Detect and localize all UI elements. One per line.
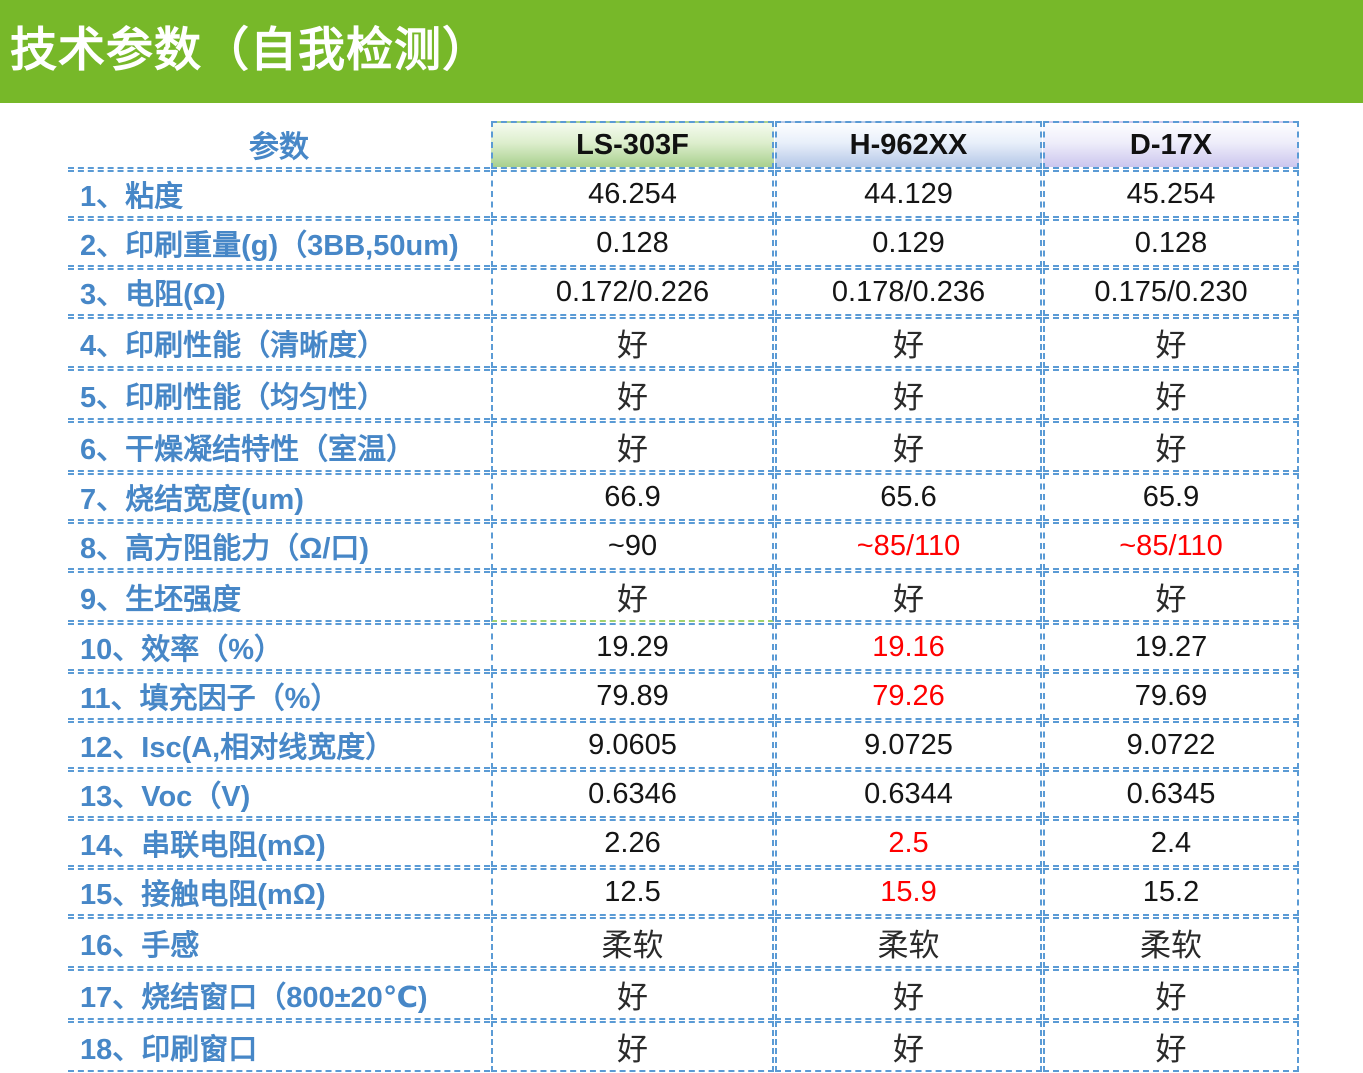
value-cell: ~90 [491,522,774,570]
table-body: 1、粘度 46.254 44.129 45.254 2、印刷重量(g)（3BB,50um… [68,170,1299,1072]
table-row: 16、手感 柔软 柔软 柔软 [68,917,1299,968]
value-cell: 2.5 [775,819,1042,867]
value-cell: 0.6345 [1043,770,1299,818]
value-cell: 65.6 [775,473,1042,521]
value-cell: 好 [1043,1021,1299,1072]
table-row: 9、生坯强度好好好 [68,571,1299,622]
value-cell: 19.16 [775,623,1042,671]
table-row: 8、高方阻能力（Ω/口) ~90 ~85/110 ~85/110 [68,522,1299,570]
table-header-row: 参数 LS-303F H-962XX D-17X [68,121,1299,169]
value-cell: 好 [491,317,774,368]
value-cell: ~85/110 [1043,522,1299,570]
table-row: 10、效率（%） 19.29 19.16 19.27 [68,623,1299,671]
value-cell: 好 [1043,969,1299,1020]
table-row: 5、印刷性能（均匀性）好好好 [68,369,1299,420]
value-cell: 46.254 [491,170,774,218]
value-cell: 0.128 [491,219,774,267]
param-label: 15、接触电阻(mΩ) [68,868,490,916]
value-cell: 柔软 [1043,917,1299,968]
value-cell: 好 [491,969,774,1020]
value-cell: 好 [775,317,1042,368]
table-row: 17、烧结窗口（800±20℃) 好好好 [68,969,1299,1020]
value-cell: 79.26 [775,672,1042,720]
table-row: 12、Isc(A,相对线宽度） 9.0605 9.0725 9.0722 [68,721,1299,769]
value-cell: 65.9 [1043,473,1299,521]
value-cell: 好 [775,969,1042,1020]
param-label: 10、效率（%） [68,623,490,671]
value-cell: 0.128 [1043,219,1299,267]
value-cell: 19.29 [491,623,774,671]
value-cell: 44.129 [775,170,1042,218]
value-cell: 0.175/0.230 [1043,268,1299,316]
table-row: 4、印刷性能（清晰度）好好好 [68,317,1299,368]
value-cell: 好 [775,571,1042,622]
param-label: 18、印刷窗口 [68,1021,490,1072]
param-label: 5、印刷性能（均匀性） [68,369,490,420]
param-column-header: 参数 [68,121,490,169]
column-header-h962xx: H-962XX [775,121,1042,169]
value-cell: 9.0725 [775,721,1042,769]
spec-table: 参数 LS-303F H-962XX D-17X 1、粘度 46.254 44.12… [67,120,1300,1073]
value-cell: 2.4 [1043,819,1299,867]
value-cell: 柔软 [775,917,1042,968]
value-cell: 好 [775,421,1042,472]
value-cell: 0.178/0.236 [775,268,1042,316]
param-label: 6、干燥凝结特性（室温） [68,421,490,472]
value-cell: 好 [491,571,774,622]
value-cell: 79.89 [491,672,774,720]
param-label: 3、电阻(Ω) [68,268,490,316]
param-label: 14、串联电阻(mΩ) [68,819,490,867]
value-cell: 好 [775,369,1042,420]
value-cell: 15.2 [1043,868,1299,916]
title-banner: 技术参数（自我检测） [0,0,1363,103]
table-row: 3、电阻(Ω) 0.172/0.226 0.178/0.236 0.175/0.230 [68,268,1299,316]
value-cell: 19.27 [1043,623,1299,671]
value-cell: 9.0722 [1043,721,1299,769]
value-cell: ~85/110 [775,522,1042,570]
param-label: 8、高方阻能力（Ω/口) [68,522,490,570]
param-label: 17、烧结窗口（800±20℃) [68,969,490,1020]
param-label: 9、生坯强度 [68,571,490,622]
param-label: 2、印刷重量(g)（3BB,50um) [68,219,490,267]
value-cell: 好 [1043,571,1299,622]
table-row: 11、填充因子（%） 79.89 79.26 79.69 [68,672,1299,720]
value-cell: 好 [491,421,774,472]
value-cell: 好 [1043,369,1299,420]
table-row: 6、干燥凝结特性（室温）好好好 [68,421,1299,472]
value-cell: 9.0605 [491,721,774,769]
value-cell: 柔软 [491,917,774,968]
value-cell: 0.6346 [491,770,774,818]
param-label: 11、填充因子（%） [68,672,490,720]
table-row: 7、烧结宽度(um) 66.9 65.6 65.9 [68,473,1299,521]
param-label: 1、粘度 [68,170,490,218]
table-row: 13、Voc（V) 0.6346 0.6344 0.6345 [68,770,1299,818]
param-label: 13、Voc（V) [68,770,490,818]
table-row: 15、接触电阻(mΩ) 12.5 15.9 15.2 [68,868,1299,916]
value-cell: 0.6344 [775,770,1042,818]
param-label: 12、Isc(A,相对线宽度） [68,721,490,769]
param-label: 16、手感 [68,917,490,968]
value-cell: 好 [491,369,774,420]
value-cell: 15.9 [775,868,1042,916]
value-cell: 好 [775,1021,1042,1072]
value-cell: 好 [491,1021,774,1072]
value-cell: 好 [1043,421,1299,472]
value-cell: 66.9 [491,473,774,521]
value-cell: 12.5 [491,868,774,916]
value-cell: 45.254 [1043,170,1299,218]
param-label: 4、印刷性能（清晰度） [68,317,490,368]
table-row: 18、印刷窗口好好好 [68,1021,1299,1072]
value-cell: 2.26 [491,819,774,867]
page-title: 技术参数（自我检测） [10,23,490,76]
table-row: 1、粘度 46.254 44.129 45.254 [68,170,1299,218]
value-cell: 好 [1043,317,1299,368]
column-header-d17x: D-17X [1043,121,1299,169]
column-header-ls303f: LS-303F [491,121,774,169]
param-label: 7、烧结宽度(um) [68,473,490,521]
value-cell: 0.129 [775,219,1042,267]
table-row: 14、串联电阻(mΩ) 2.26 2.5 2.4 [68,819,1299,867]
value-cell: 79.69 [1043,672,1299,720]
value-cell: 0.172/0.226 [491,268,774,316]
table-row: 2、印刷重量(g)（3BB,50um) 0.128 0.129 0.128 [68,219,1299,267]
